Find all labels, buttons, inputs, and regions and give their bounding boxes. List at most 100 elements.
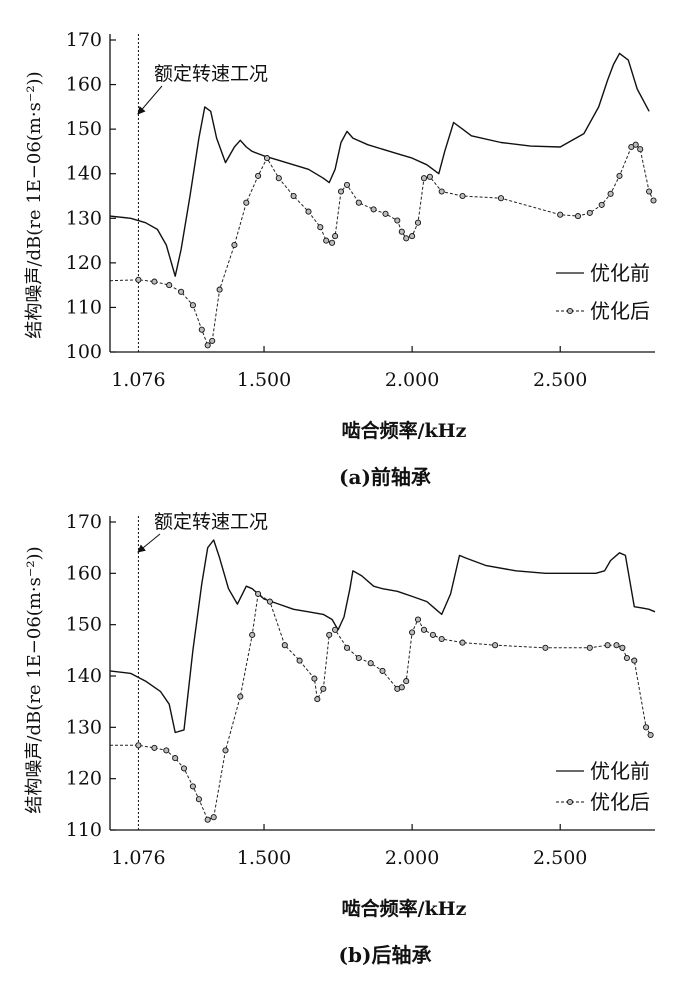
chart-caption: (b)后轴承 bbox=[339, 943, 432, 967]
series-point-after bbox=[379, 667, 386, 674]
x-tick-label: 1.500 bbox=[237, 847, 291, 869]
series-point-after bbox=[151, 744, 158, 751]
series-point-after bbox=[243, 199, 250, 206]
series-point-after bbox=[255, 590, 262, 597]
series-point-after bbox=[542, 644, 549, 651]
series-line-after bbox=[109, 144, 654, 347]
legend: 优化前 优化后 bbox=[556, 261, 650, 323]
series-point-after bbox=[398, 228, 405, 235]
x-tick-label: 2.000 bbox=[385, 847, 439, 869]
series-point-after bbox=[438, 635, 445, 643]
chart-panel-rear-bearing: 110 120 130 140 150 160 170 1.500 2.000 2.500 1.07… bbox=[24, 511, 656, 967]
x-tick-label: 2.500 bbox=[533, 847, 587, 869]
series-point-after bbox=[613, 642, 620, 649]
series-point-after bbox=[574, 213, 582, 220]
x-axis-label: 啮合频率/kHz bbox=[342, 897, 467, 920]
series-point-after bbox=[426, 173, 433, 180]
series-point-after bbox=[296, 657, 303, 664]
series-point-after bbox=[409, 233, 416, 240]
operating-condition-annotation: 额定转速工况 bbox=[154, 511, 268, 533]
y-tick-label: 130 bbox=[66, 716, 102, 738]
series-point-after bbox=[337, 188, 345, 195]
series-point-after bbox=[632, 141, 639, 148]
series-point-after bbox=[616, 172, 623, 179]
y-axis-label: 结构噪声/dB(re 1E−06(m·s⁻²)) bbox=[24, 71, 45, 338]
series-point-after bbox=[204, 342, 211, 349]
series-point-after bbox=[382, 210, 389, 217]
series-point-after bbox=[429, 631, 436, 638]
series-point-after bbox=[647, 731, 654, 739]
series-point-after bbox=[329, 239, 336, 246]
series-point-after bbox=[326, 631, 333, 638]
y-tick-label: 140 bbox=[66, 665, 102, 687]
series-point-after bbox=[497, 195, 505, 202]
series-point-after bbox=[438, 188, 445, 195]
series-point-after bbox=[631, 657, 638, 664]
series-point-after bbox=[249, 631, 256, 638]
series-point-after bbox=[166, 282, 173, 289]
series-point-after bbox=[607, 190, 614, 197]
series-point-after bbox=[394, 217, 401, 224]
series-point-after bbox=[305, 208, 312, 215]
series-point-after bbox=[459, 639, 466, 646]
series-point-after bbox=[216, 286, 223, 293]
series-point-after bbox=[237, 693, 244, 700]
series-point-after bbox=[314, 696, 321, 703]
series-point-after bbox=[492, 642, 499, 649]
series-point-after bbox=[323, 237, 330, 244]
y-tick-label: 170 bbox=[66, 29, 102, 51]
series-point-after bbox=[420, 626, 428, 633]
series-point-after bbox=[459, 192, 466, 200]
legend-label-after: 优化后 bbox=[590, 299, 650, 323]
series-point-after bbox=[204, 816, 211, 823]
y-tick-label: 140 bbox=[66, 163, 102, 185]
series-line-after bbox=[110, 593, 652, 821]
series-point-after bbox=[189, 302, 196, 309]
series-point-after bbox=[263, 155, 271, 162]
legend-label-before: 优化前 bbox=[590, 759, 650, 783]
series-point-after bbox=[355, 199, 362, 206]
series-point-after bbox=[420, 175, 428, 182]
series-point-after bbox=[637, 146, 644, 153]
x-tick-label-rated: 1.076 bbox=[111, 369, 165, 391]
series-point-after bbox=[367, 660, 374, 667]
series-point-after bbox=[623, 654, 630, 662]
series-point-after bbox=[586, 209, 593, 216]
chart-panel-front-bearing: 100 110 120 130 140 150 160 170 1.500 2.000 2.500 1… bbox=[24, 29, 657, 489]
chart-caption: (a)前轴承 bbox=[339, 465, 431, 489]
series-point-after bbox=[209, 337, 216, 344]
series-point-after bbox=[320, 685, 327, 692]
series-point-after bbox=[317, 224, 324, 231]
series-point-after bbox=[135, 276, 142, 283]
series-point-after bbox=[178, 288, 185, 295]
series-point-after bbox=[266, 598, 273, 605]
operating-condition-annotation: 额定转速工况 bbox=[154, 63, 268, 85]
series-point-after bbox=[650, 197, 657, 204]
series-point-after bbox=[403, 678, 410, 685]
y-tick-label: 150 bbox=[66, 614, 102, 636]
series-point-after bbox=[163, 747, 170, 754]
series-point-after bbox=[275, 175, 282, 182]
y-tick-label: 160 bbox=[66, 562, 102, 584]
series-point-after bbox=[398, 684, 405, 691]
annotation-arrow bbox=[137, 85, 163, 115]
series-point-after bbox=[151, 278, 158, 285]
series-point-after bbox=[172, 755, 179, 762]
series-point-after bbox=[643, 724, 650, 731]
series-point-after bbox=[343, 181, 351, 188]
series-point-after bbox=[557, 211, 564, 218]
y-tick-label: 160 bbox=[66, 74, 102, 96]
series-point-after bbox=[370, 206, 377, 213]
series-point-after bbox=[414, 616, 422, 623]
y-axis-label: 结构噪声/dB(re 1E−06(m·s⁻²)) bbox=[24, 546, 45, 813]
y-tick-label: 150 bbox=[66, 118, 102, 140]
series-point-after bbox=[604, 642, 611, 649]
series-line-before bbox=[109, 52, 650, 277]
series-point-after bbox=[281, 642, 288, 649]
y-tick-label: 120 bbox=[66, 768, 102, 790]
legend-marker-after bbox=[566, 798, 574, 806]
series-point-after bbox=[210, 814, 217, 821]
x-axis-label: 啮合频率/kHz bbox=[342, 419, 467, 442]
series-point-after bbox=[222, 747, 229, 754]
